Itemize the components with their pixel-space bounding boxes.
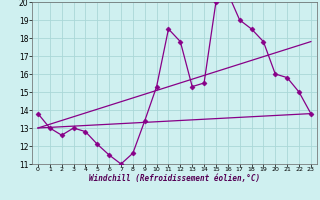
X-axis label: Windchill (Refroidissement éolien,°C): Windchill (Refroidissement éolien,°C) [89,174,260,183]
